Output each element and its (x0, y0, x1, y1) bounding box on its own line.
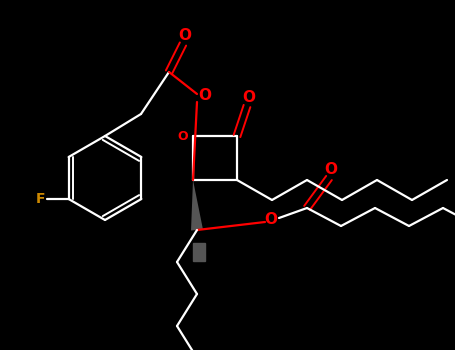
Text: O: O (178, 130, 188, 142)
Text: O: O (178, 28, 192, 43)
Text: O: O (243, 90, 256, 105)
Text: O: O (264, 212, 278, 228)
Text: O: O (324, 161, 338, 176)
Text: O: O (198, 89, 212, 104)
Text: F: F (36, 192, 46, 206)
Polygon shape (191, 180, 203, 231)
Bar (193, 243, 205, 261)
